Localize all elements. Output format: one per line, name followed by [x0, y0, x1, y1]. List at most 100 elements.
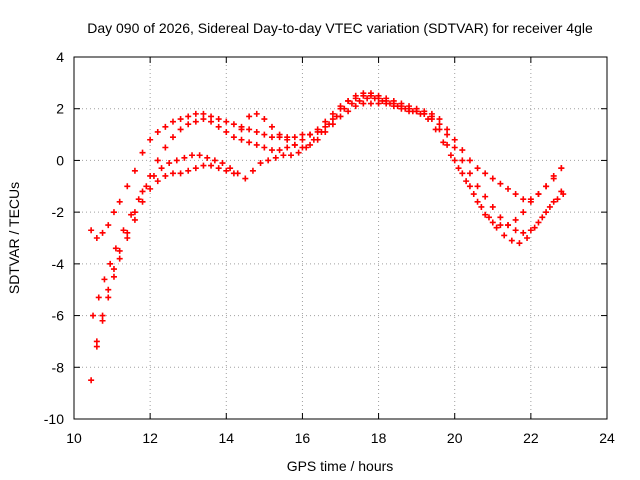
- data-point: [93, 343, 100, 350]
- data-point: [329, 121, 336, 128]
- data-point: [116, 198, 123, 205]
- data-point: [242, 175, 249, 182]
- y-axis-tick-labels: -10 -8 -6 -4 -2 0 2 4: [44, 49, 64, 427]
- data-point: [295, 149, 302, 156]
- data-point: [451, 136, 458, 143]
- data-point: [299, 131, 306, 138]
- data-point: [110, 209, 117, 216]
- data-point: [508, 237, 515, 244]
- x-tick-label: 16: [295, 430, 311, 446]
- data-point: [512, 216, 519, 223]
- data-point: [512, 191, 519, 198]
- y-tick-label: 0: [56, 152, 64, 168]
- data-point: [493, 224, 500, 231]
- data-point: [455, 165, 462, 172]
- data-point: [466, 170, 473, 177]
- data-point: [505, 185, 512, 192]
- grid-lines: [74, 57, 607, 419]
- data-point: [440, 139, 447, 146]
- data-point: [208, 113, 215, 120]
- data-point: [360, 100, 367, 107]
- data-point: [131, 216, 138, 223]
- data-point: [131, 167, 138, 174]
- data-point: [341, 105, 348, 112]
- data-point: [497, 180, 504, 187]
- data-point: [444, 131, 451, 138]
- data-point: [124, 235, 131, 241]
- data-point: [95, 294, 102, 301]
- data-point: [101, 276, 108, 283]
- data-point: [116, 255, 123, 262]
- data-point: [268, 147, 275, 154]
- data-point: [527, 198, 534, 205]
- data-point: [489, 175, 496, 182]
- data-point: [497, 214, 504, 221]
- data-point: [173, 157, 180, 164]
- data-point: [272, 154, 279, 161]
- data-point: [524, 235, 531, 241]
- x-axis-tick-labels: 10 12 14 16 18 20 22 24: [66, 430, 615, 446]
- data-point: [474, 183, 481, 190]
- y-tick-label: -2: [52, 204, 65, 220]
- x-tick-label: 20: [447, 430, 463, 446]
- data-point: [291, 141, 298, 148]
- data-point: [253, 128, 260, 135]
- data-point: [535, 219, 542, 226]
- data-point: [520, 209, 527, 216]
- data-point: [185, 167, 192, 174]
- data-point: [185, 121, 192, 128]
- data-point: [276, 147, 283, 154]
- y-axis-label: SDTVAR / TECUs: [6, 182, 22, 294]
- data-point: [550, 198, 557, 205]
- series-track-2: [88, 92, 565, 384]
- data-point: [204, 154, 211, 161]
- data-point: [390, 103, 397, 110]
- data-point: [535, 191, 542, 198]
- data-point: [196, 152, 203, 159]
- data-point: [268, 123, 275, 130]
- data-point: [93, 235, 100, 241]
- data-point: [329, 116, 336, 123]
- data-point: [307, 141, 314, 148]
- data-point: [367, 100, 374, 107]
- data-point: [124, 229, 131, 236]
- data-point: [485, 214, 492, 221]
- data-point: [177, 126, 184, 133]
- data-point: [249, 167, 256, 174]
- data-point: [110, 266, 117, 273]
- data-point: [322, 128, 329, 135]
- data-point: [192, 165, 199, 172]
- data-point: [436, 121, 443, 128]
- data-point: [154, 157, 161, 164]
- data-point: [181, 154, 188, 161]
- data-point: [143, 183, 150, 190]
- data-point: [447, 152, 454, 159]
- data-point: [539, 214, 546, 221]
- data-point: [128, 211, 135, 218]
- data-point: [276, 131, 283, 138]
- data-point: [223, 167, 230, 174]
- data-point: [360, 92, 367, 99]
- data-point: [253, 110, 260, 117]
- data-point: [169, 134, 176, 141]
- data-point: [546, 203, 553, 210]
- data-point: [512, 227, 519, 234]
- data-point: [208, 118, 215, 125]
- data-point: [501, 232, 508, 239]
- data-point: [211, 157, 218, 164]
- data-point: [520, 196, 527, 203]
- data-point: [482, 211, 489, 218]
- data-point: [482, 193, 489, 200]
- data-point: [474, 165, 481, 172]
- data-point: [230, 170, 237, 177]
- data-point: [88, 377, 95, 384]
- data-point: [158, 165, 165, 172]
- data-point: [99, 229, 106, 236]
- data-point: [268, 134, 275, 141]
- data-point: [162, 172, 169, 179]
- data-point: [558, 165, 565, 172]
- data-point: [284, 144, 291, 151]
- data-point: [345, 97, 352, 104]
- data-point: [291, 134, 298, 141]
